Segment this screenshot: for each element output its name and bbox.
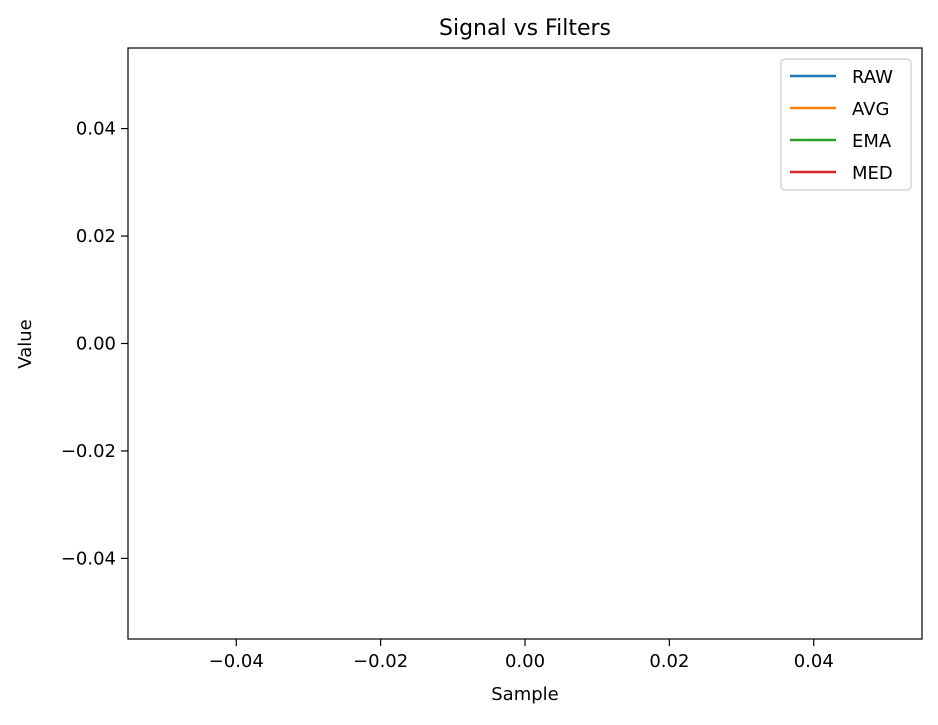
x-tick-label: −0.02	[353, 651, 408, 672]
y-tick-label: 0.00	[76, 334, 116, 355]
x-axis-label: Sample	[491, 684, 559, 705]
x-tick-label: 0.00	[505, 651, 545, 672]
y-tick-label: 0.02	[76, 226, 116, 247]
legend-label-ema: EMA	[852, 131, 892, 152]
legend: RAW AVG EMA MED	[780, 58, 912, 191]
y-tick-label: −0.02	[61, 441, 116, 462]
legend-entries: RAW AVG EMA MED	[790, 67, 893, 184]
chart-title: Signal vs Filters	[439, 16, 611, 41]
legend-label-raw: RAW	[852, 67, 893, 88]
legend-label-avg: AVG	[852, 99, 889, 120]
y-tick-label: −0.04	[61, 548, 116, 569]
y-tick-label: 0.04	[76, 119, 116, 140]
x-tick-label: 0.02	[649, 651, 689, 672]
x-tick-label: −0.04	[209, 651, 264, 672]
y-axis-label: Value	[15, 319, 36, 368]
x-tick-label: 0.04	[794, 651, 834, 672]
x-axis-ticks: −0.04 −0.02 0.00 0.02 0.04	[209, 639, 834, 672]
y-axis-ticks: −0.04 −0.02 0.00 0.02 0.04	[61, 119, 128, 569]
legend-label-med: MED	[852, 163, 893, 184]
legend-box	[780, 58, 912, 191]
